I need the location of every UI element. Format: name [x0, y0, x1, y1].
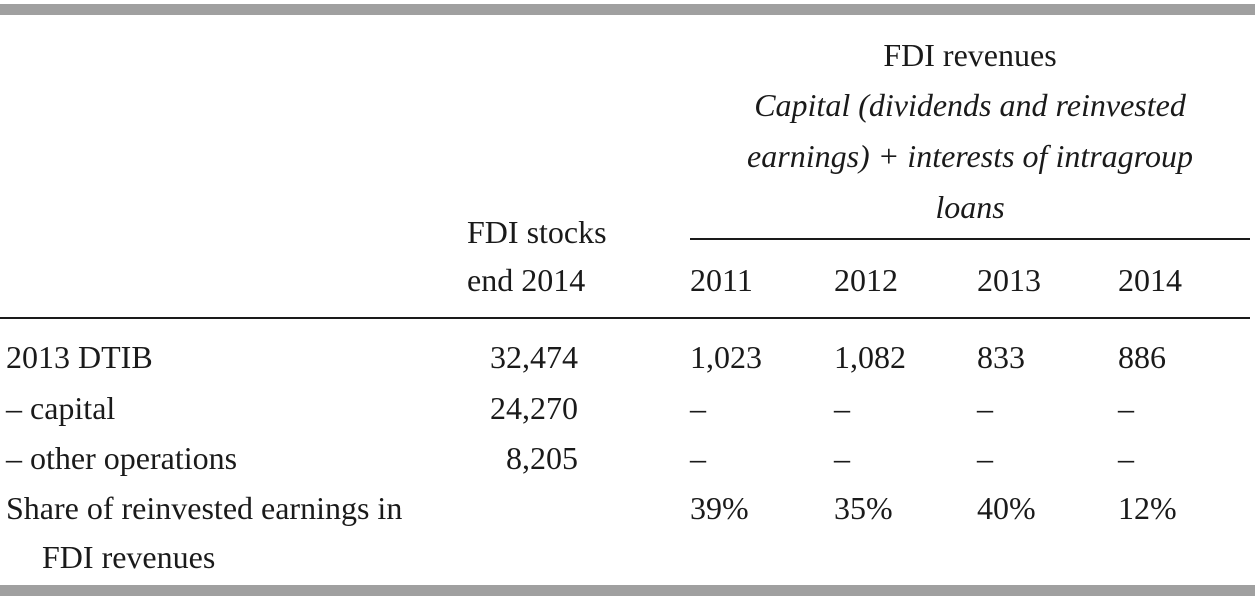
year-header: 2011	[690, 262, 753, 298]
row-label: – other operations	[6, 440, 238, 476]
group-subtitle: earnings) + interests of intragroup	[747, 138, 1193, 174]
revenue-value: 886	[1118, 339, 1166, 375]
group-subtitle: loans	[935, 189, 1005, 225]
row-label: 2013 DTIB	[6, 339, 153, 375]
group-subtitle: Capital (dividends and reinvested	[754, 87, 1186, 123]
revenue-value: –	[977, 440, 993, 476]
revenue-value: 12%	[1118, 490, 1177, 526]
revenue-value: 40%	[977, 490, 1036, 526]
revenue-value: –	[834, 390, 850, 426]
group-rule	[690, 238, 1250, 240]
header-rule	[0, 317, 1250, 319]
stocks-header: FDI stocks	[467, 214, 607, 250]
stocks-value: 32,474	[490, 339, 578, 375]
stocks-header: end 2014	[467, 262, 586, 298]
revenue-value: –	[690, 390, 706, 426]
row-label: Share of reinvested earnings in FDI reve…	[6, 490, 403, 575]
year-header: 2012	[834, 262, 898, 298]
bottom-rule	[0, 585, 1255, 596]
stocks-value: 8,205	[506, 440, 578, 476]
year-header: 2013	[977, 262, 1041, 298]
row-label: – capital	[6, 390, 116, 426]
revenue-value: –	[690, 440, 706, 476]
revenue-value: –	[1118, 440, 1134, 476]
revenue-value: 833	[977, 339, 1025, 375]
revenue-value: 1,023	[690, 339, 762, 375]
revenue-value: 35%	[834, 490, 893, 526]
revenue-value: 1,082	[834, 339, 906, 375]
revenue-value: 39%	[690, 490, 749, 526]
group-title: FDI revenues	[883, 37, 1057, 73]
year-header: 2014	[1118, 262, 1182, 298]
top-rule	[0, 4, 1255, 15]
revenue-value: –	[834, 440, 850, 476]
revenue-value: –	[977, 390, 993, 426]
stocks-value: 24,270	[490, 390, 578, 426]
revenue-value: –	[1118, 390, 1134, 426]
